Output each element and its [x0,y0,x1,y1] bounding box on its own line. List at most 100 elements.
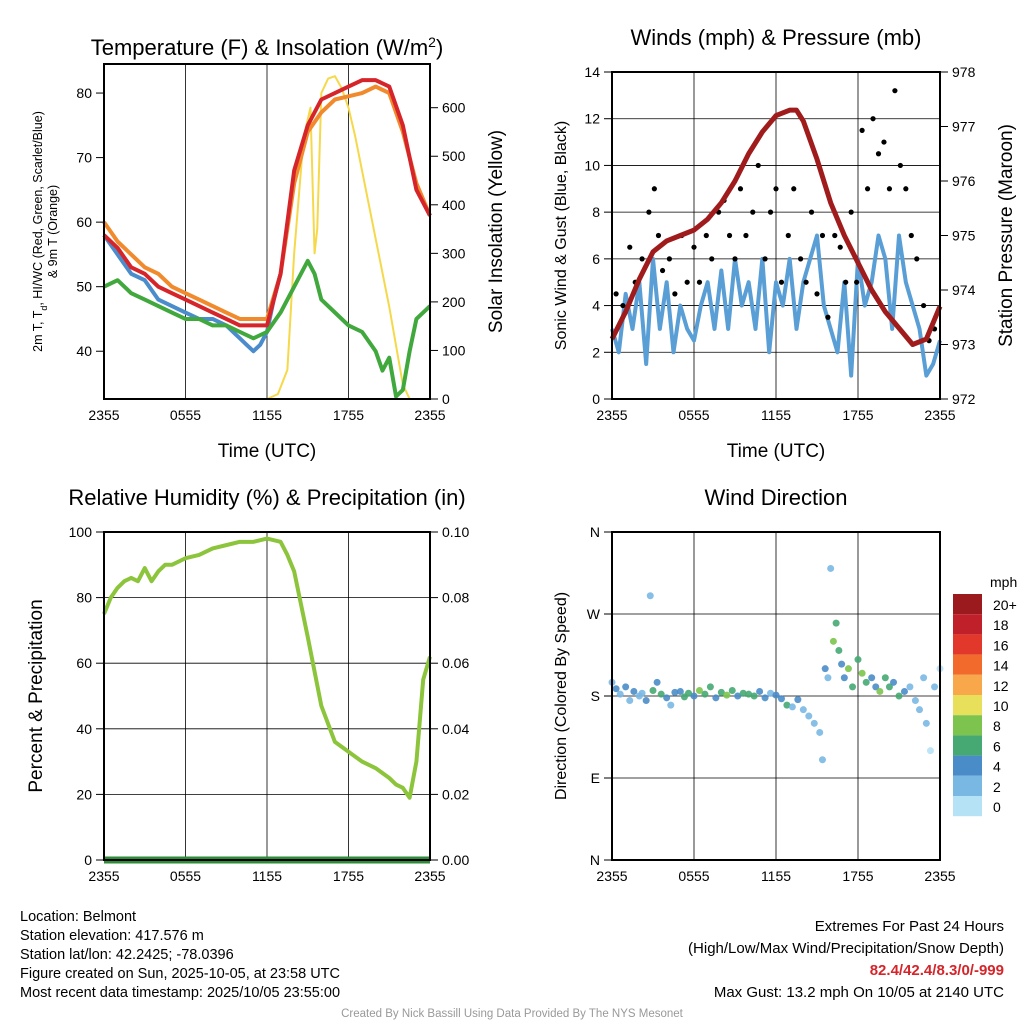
x-tick-label: 0555 [678,407,709,423]
direction-point [916,706,923,714]
legend-label: 0 [993,799,1001,815]
direction-point [838,660,846,668]
extremes-panel: Extremes For Past 24 Hours (High/Low/Max… [688,916,1004,1004]
legend-swatch [953,755,982,776]
y-tick-label: 40 [76,721,92,737]
direction-point [840,674,848,682]
y2-tick-label: 973 [952,337,976,353]
direction-point [657,690,665,698]
legend-label: 4 [993,759,1001,775]
gust-point [908,232,914,239]
legend-swatch [953,654,982,675]
direction-point [885,683,893,691]
direction-point [872,683,880,691]
y2-tick-label: 976 [952,173,976,189]
direction-point [824,674,832,682]
y2-tick-label: 400 [442,197,466,213]
y-axis-label: Sonic Wind & Gust (Blue, Black) [553,121,570,350]
direction-point [756,687,764,695]
direction-point [858,669,866,677]
extremes-subtitle: (High/Low/Max Wind/Precipitation/Snow De… [688,940,1004,957]
gust-point [837,244,843,250]
y2-tick-label: 975 [952,228,976,244]
gust-point [875,151,882,157]
legend-swatch [953,775,982,796]
direction-point [849,683,857,691]
gust-point [659,267,666,274]
y-tick-label: 100 [69,524,93,540]
direction-point [794,696,802,704]
y-tick-label: 40 [76,343,92,359]
series-line-relative-humidity [102,536,432,800]
direction-point [926,747,934,755]
title-superscript: 2 [428,34,436,50]
x-tick-label: 2355 [596,868,627,884]
direction-point [788,703,796,711]
legend-swatch [953,715,982,736]
gust-point [864,186,871,192]
direction-point [920,674,928,682]
gust-point [921,302,927,309]
direction-point [876,687,884,695]
direction-point [728,687,736,695]
legend-swatch [953,634,982,655]
direction-point [862,678,870,686]
extremes-title: Extremes For Past 24 Hours [814,918,1004,935]
location: Location: Belmont [20,909,137,925]
y-tick-label: 60 [76,214,92,230]
y-tick-label: N [590,852,600,868]
direction-point [911,697,919,705]
gust-point [903,186,909,192]
y2-tick-label: 0.02 [442,786,469,802]
x-tick-label: 1155 [252,868,282,884]
gust-point [819,232,826,239]
elevation: Station elevation: 417.576 m [20,928,204,944]
direction-point [827,564,835,572]
direction-point [626,697,634,705]
gust-point [814,291,820,297]
y-tick-label: 10 [584,157,600,173]
direction-point [761,694,769,702]
y-tick-label: 0 [592,391,600,407]
direction-point [653,678,661,686]
x-tick-label: 1755 [333,868,364,884]
lat-lon: Station lat/lon: 42.2425; -78.0396 [20,947,234,963]
direction-point [895,692,903,700]
gust-point [732,256,738,262]
direction-point [772,691,780,699]
gust-point [703,232,709,239]
y-tick-label: 20 [76,786,92,802]
direction-point [922,719,930,727]
direction-point [616,690,624,698]
legend-label: 14 [993,658,1009,674]
gust-point [832,232,838,239]
gust-point [843,279,849,285]
x-tick-label: 2355 [596,407,627,423]
y2-axis-label: Station Pressure (Maroon) [996,124,1017,347]
y2-tick-label: 0.04 [442,721,469,737]
direction-point [906,683,914,691]
gust-point [778,279,785,285]
direction-point [690,692,698,700]
x-tick-label: 2355 [924,407,955,423]
y-label-part: , HI/WC (Red, Green, Scarlet/Blue) [31,111,45,306]
direction-point [676,687,684,695]
gust-point [825,314,831,320]
gust-point [854,279,860,285]
gust-point [859,127,865,133]
direction-point [931,683,939,691]
x-tick-label: 1755 [842,868,873,884]
legend-swatch [953,735,982,756]
legend-swatch [953,796,982,817]
y2-tick-label: 977 [952,119,976,135]
extremes-values: 82.4/42.4/8.3/0/-999 [869,962,1004,979]
direction-point [723,691,731,699]
gust-point [613,291,619,297]
series-line-2m-t [102,78,432,328]
y-axis-label: 2m T, Td, HI/WC (Red, Green, Scarlet/Blu… [31,111,49,352]
y-tick-label: 50 [76,279,92,295]
legend-label: 6 [993,738,1001,754]
chart-title: Wind Direction [704,485,847,510]
legend-label: 18 [993,617,1009,633]
y2-tick-label: 0 [442,391,450,407]
